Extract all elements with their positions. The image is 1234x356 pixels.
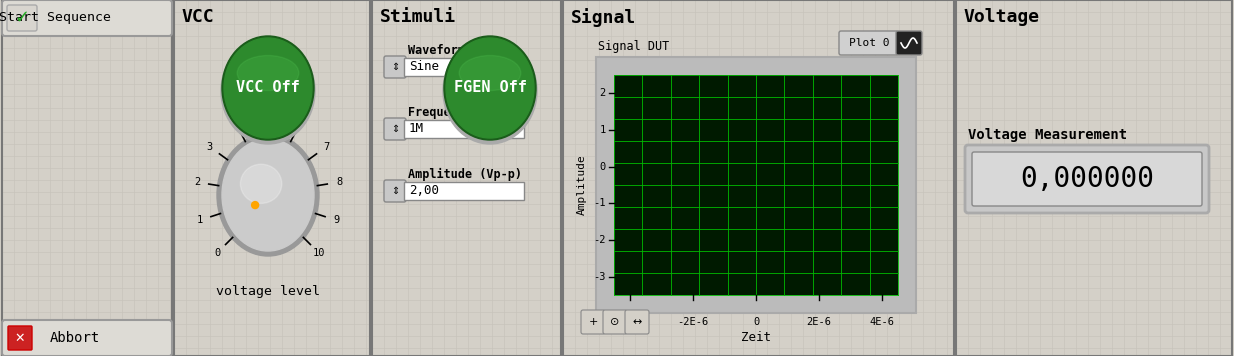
Ellipse shape bbox=[237, 56, 299, 90]
Bar bbox=[2, 0, 172, 356]
Bar bbox=[404, 58, 524, 76]
Bar bbox=[615, 75, 898, 295]
Text: -4E-6: -4E-6 bbox=[615, 317, 645, 327]
Bar bbox=[404, 182, 524, 200]
Text: -3: -3 bbox=[594, 272, 606, 282]
Text: Amplitude: Amplitude bbox=[578, 155, 587, 215]
Text: 4: 4 bbox=[232, 117, 238, 127]
FancyBboxPatch shape bbox=[7, 326, 32, 350]
FancyBboxPatch shape bbox=[581, 310, 605, 334]
Text: 1: 1 bbox=[600, 125, 606, 135]
Ellipse shape bbox=[445, 38, 534, 138]
Text: Signal DUT: Signal DUT bbox=[598, 40, 669, 53]
FancyBboxPatch shape bbox=[2, 320, 172, 356]
Bar bbox=[371, 0, 561, 356]
FancyBboxPatch shape bbox=[7, 5, 37, 31]
FancyBboxPatch shape bbox=[839, 31, 898, 55]
FancyBboxPatch shape bbox=[896, 31, 922, 55]
Text: Voltage: Voltage bbox=[964, 8, 1040, 26]
Text: ⊙: ⊙ bbox=[611, 317, 619, 327]
Ellipse shape bbox=[252, 201, 259, 209]
Text: ✓: ✓ bbox=[15, 9, 30, 27]
Text: 2,00: 2,00 bbox=[408, 184, 439, 198]
Text: Start Sequence: Start Sequence bbox=[0, 11, 111, 25]
Text: 2: 2 bbox=[194, 177, 200, 187]
Text: 2: 2 bbox=[600, 88, 606, 98]
Text: Voltage Measurement: Voltage Measurement bbox=[967, 128, 1127, 142]
Text: 9: 9 bbox=[333, 215, 339, 225]
Text: 0,000000: 0,000000 bbox=[1021, 165, 1154, 193]
Text: 8: 8 bbox=[336, 177, 342, 187]
Text: FGEN Off: FGEN Off bbox=[454, 80, 527, 95]
Text: VCC Off: VCC Off bbox=[236, 80, 300, 95]
Bar bbox=[404, 120, 524, 138]
Text: 6: 6 bbox=[297, 117, 304, 127]
Bar bbox=[563, 0, 954, 356]
FancyBboxPatch shape bbox=[384, 180, 406, 202]
Text: +: + bbox=[589, 317, 597, 327]
Ellipse shape bbox=[444, 36, 536, 140]
Text: Amplitude (Vp-p): Amplitude (Vp-p) bbox=[408, 168, 522, 181]
Text: ⇕: ⇕ bbox=[391, 124, 399, 134]
Bar bbox=[956, 0, 1232, 356]
FancyBboxPatch shape bbox=[624, 310, 649, 334]
FancyBboxPatch shape bbox=[972, 152, 1202, 206]
Text: ⇕: ⇕ bbox=[391, 62, 399, 72]
Text: 1M: 1M bbox=[408, 122, 424, 136]
Text: ⇕: ⇕ bbox=[391, 186, 399, 196]
Ellipse shape bbox=[222, 36, 313, 140]
Text: Zeit: Zeit bbox=[740, 331, 771, 344]
FancyBboxPatch shape bbox=[384, 118, 406, 140]
Ellipse shape bbox=[225, 38, 312, 138]
Text: Waveform: Waveform bbox=[408, 44, 465, 57]
Text: VCC: VCC bbox=[181, 8, 215, 26]
Text: 3: 3 bbox=[206, 142, 213, 152]
FancyBboxPatch shape bbox=[965, 145, 1209, 213]
Ellipse shape bbox=[241, 164, 281, 203]
Text: -1: -1 bbox=[594, 198, 606, 208]
Text: -2: -2 bbox=[594, 235, 606, 245]
Text: ✕: ✕ bbox=[15, 331, 25, 345]
Bar bbox=[174, 0, 370, 356]
Text: 1: 1 bbox=[196, 215, 202, 225]
FancyBboxPatch shape bbox=[603, 310, 627, 334]
Text: Plot 0: Plot 0 bbox=[849, 38, 890, 48]
Ellipse shape bbox=[443, 38, 537, 144]
Text: Stimuli: Stimuli bbox=[380, 8, 457, 26]
Text: Signal: Signal bbox=[571, 8, 637, 27]
Text: 0: 0 bbox=[600, 162, 606, 172]
Text: 0: 0 bbox=[753, 317, 759, 327]
Text: 2E-6: 2E-6 bbox=[807, 317, 832, 327]
Text: 0: 0 bbox=[213, 248, 220, 258]
Ellipse shape bbox=[459, 56, 521, 90]
Ellipse shape bbox=[221, 38, 315, 144]
FancyBboxPatch shape bbox=[384, 56, 406, 78]
Text: 4E-6: 4E-6 bbox=[870, 317, 895, 327]
Text: voltage level: voltage level bbox=[216, 285, 320, 298]
Text: 10: 10 bbox=[312, 248, 326, 258]
Text: Sine: Sine bbox=[408, 61, 439, 73]
Text: -2E-6: -2E-6 bbox=[677, 317, 708, 327]
FancyBboxPatch shape bbox=[2, 0, 172, 36]
Ellipse shape bbox=[217, 134, 320, 256]
Text: Abbort: Abbort bbox=[49, 331, 100, 345]
Ellipse shape bbox=[222, 139, 313, 251]
Text: 7: 7 bbox=[323, 142, 329, 152]
Bar bbox=[596, 57, 916, 313]
Text: Frequency (Hz): Frequency (Hz) bbox=[408, 106, 507, 119]
Text: 5: 5 bbox=[265, 108, 271, 118]
Text: ↔: ↔ bbox=[632, 317, 642, 327]
